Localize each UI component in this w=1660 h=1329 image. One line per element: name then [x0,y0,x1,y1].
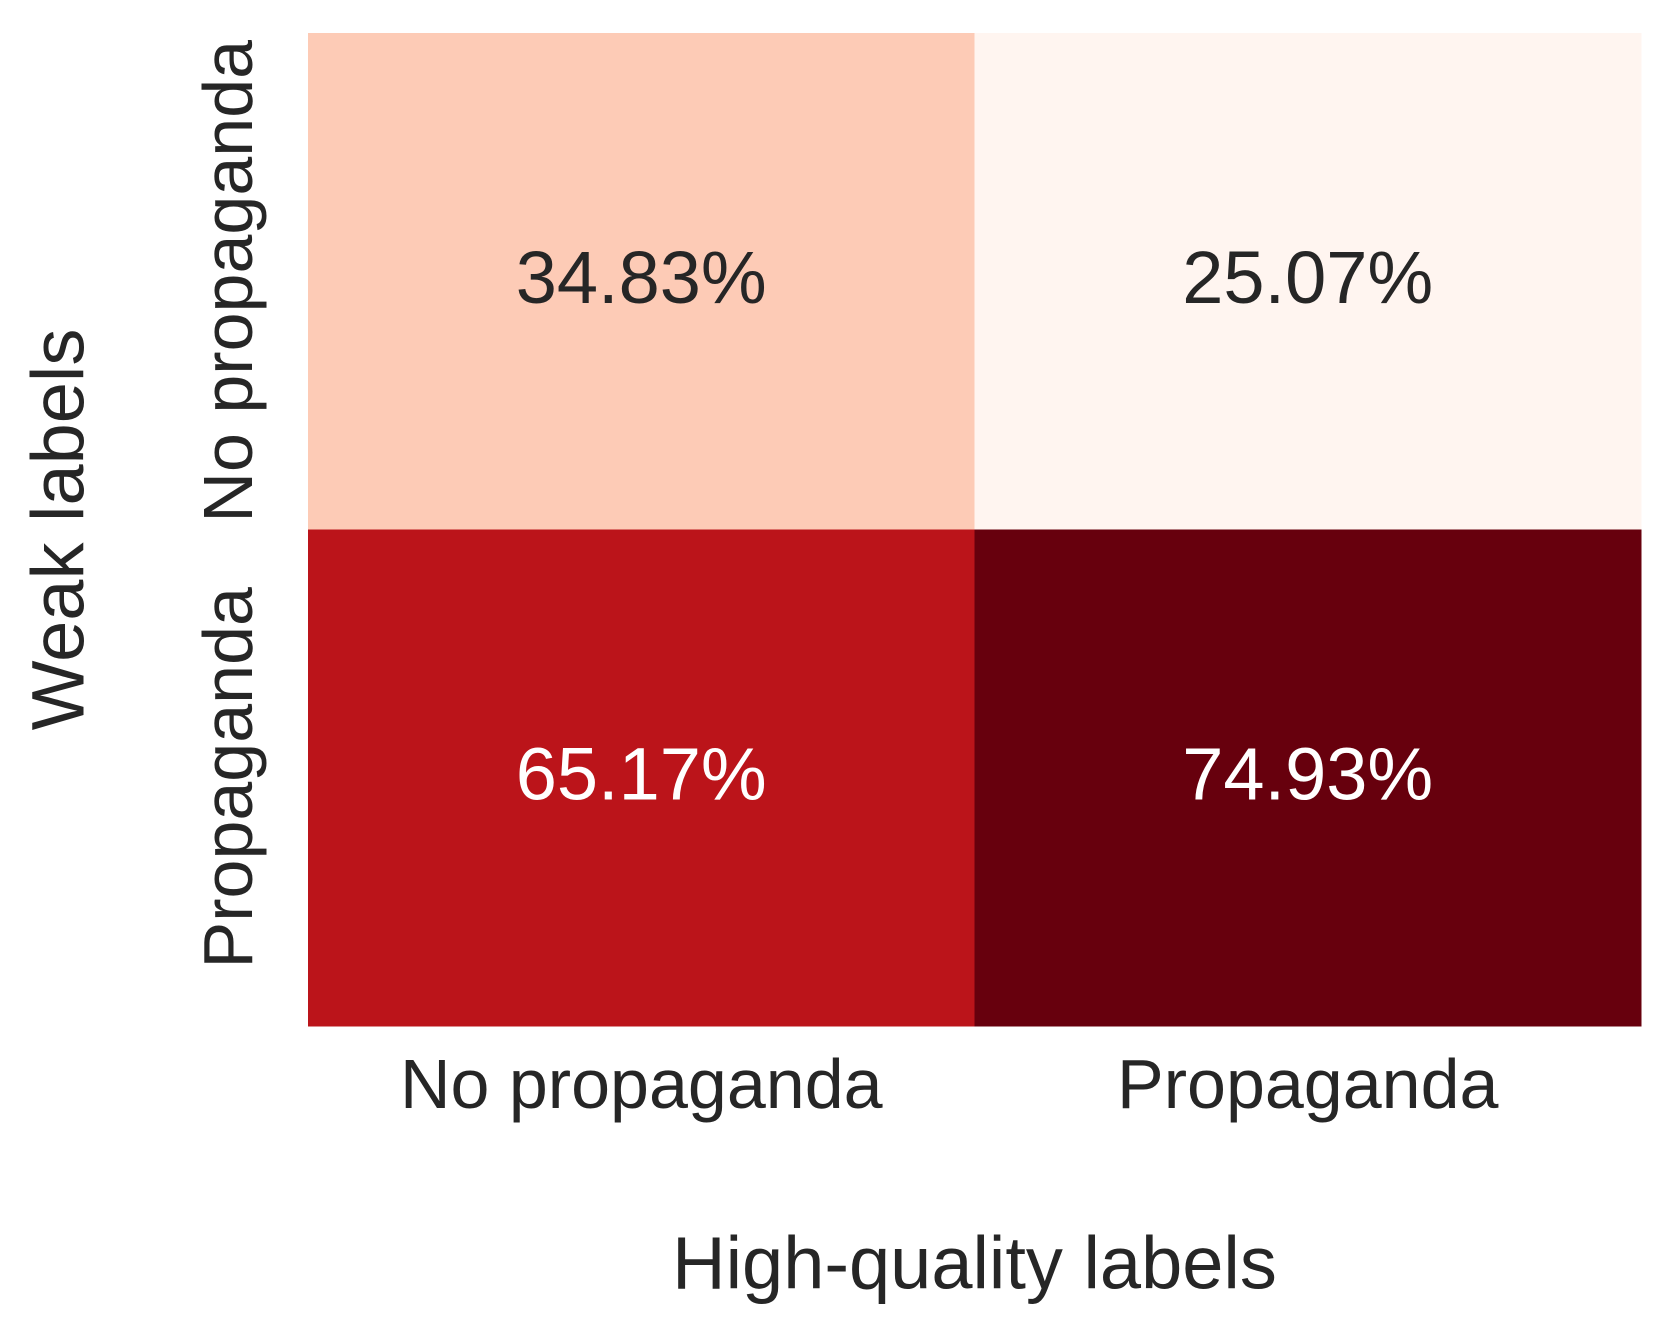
heatmap-cell-label-r0-c0: 34.83% [516,236,767,319]
x-tick-label-propaganda: Propaganda [1117,1045,1499,1123]
heatmap-cell-r0-c1 [974,33,1642,530]
heatmap-cell-label-r1-c1: 74.93% [1182,732,1433,815]
y-tick-label-propaganda: Propaganda [189,587,267,969]
x-tick-label-no-propaganda: No propaganda [400,1045,883,1123]
heatmap-cells [308,33,1642,1027]
heatmap-cell-r1-c1 [974,529,1642,1027]
heatmap-cell-label-r0-c1: 25.07% [1182,236,1433,319]
heatmap-cell-labels: 34.83% 25.07% 65.17% 74.93% [516,236,1433,816]
heatmap-cell-label-r1-c0: 65.17% [516,732,767,815]
heatmap-cell-r1-c0 [308,529,975,1027]
heatmap-cell-r0-c0 [308,33,975,530]
y-axis-title: Weak labels [17,329,100,731]
y-tick-label-no-propaganda: No propaganda [189,40,267,523]
x-axis-title: High-quality labels [672,1222,1277,1305]
